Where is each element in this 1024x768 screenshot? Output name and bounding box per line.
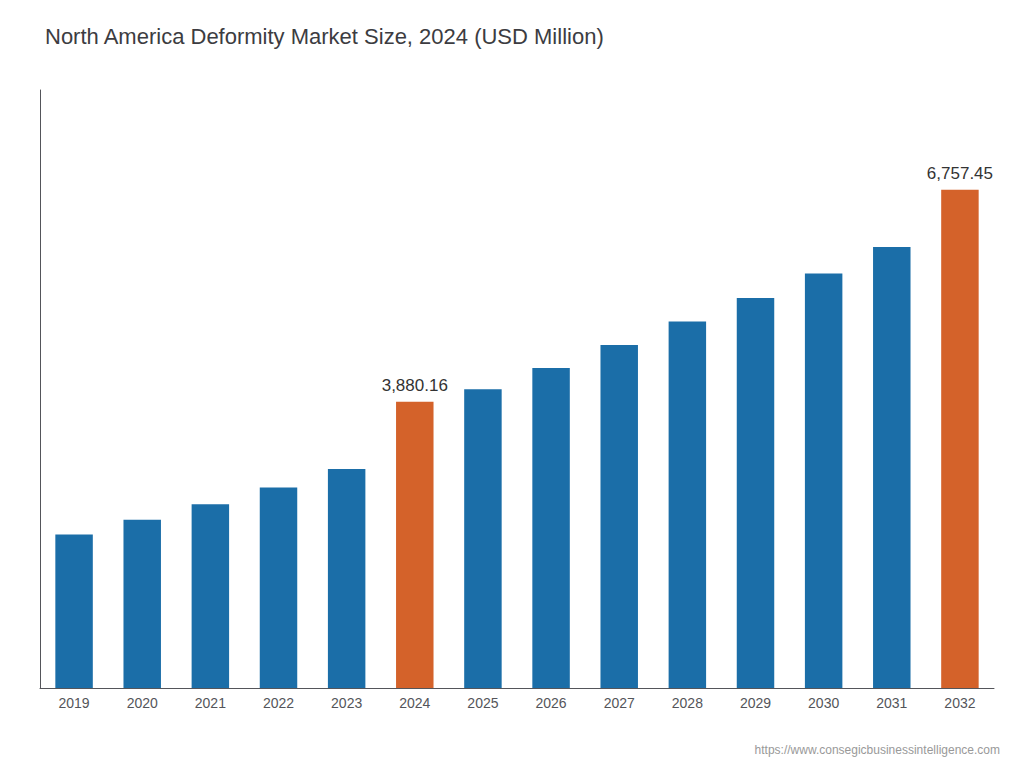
svg-text:2029: 2029 [740,695,771,711]
svg-text:2019: 2019 [58,695,89,711]
svg-text:6,757.45: 6,757.45 [927,164,993,183]
svg-text:2032: 2032 [944,695,975,711]
svg-text:2023: 2023 [331,695,362,711]
svg-text:2031: 2031 [876,695,907,711]
svg-text:2025: 2025 [467,695,498,711]
svg-text:2026: 2026 [535,695,566,711]
svg-text:https://www.consegicbusinessin: https://www.consegicbusinessintelligence… [755,743,1000,757]
svg-text:North America Deformity Market: North America Deformity Market Size, 202… [45,24,604,49]
svg-text:2022: 2022 [263,695,294,711]
svg-text:2021: 2021 [195,695,226,711]
svg-text:2027: 2027 [604,695,635,711]
svg-text:2030: 2030 [808,695,839,711]
svg-text:3,880.16: 3,880.16 [382,376,448,395]
svg-text:2028: 2028 [672,695,703,711]
svg-text:2020: 2020 [127,695,158,711]
svg-text:2024: 2024 [399,695,430,711]
